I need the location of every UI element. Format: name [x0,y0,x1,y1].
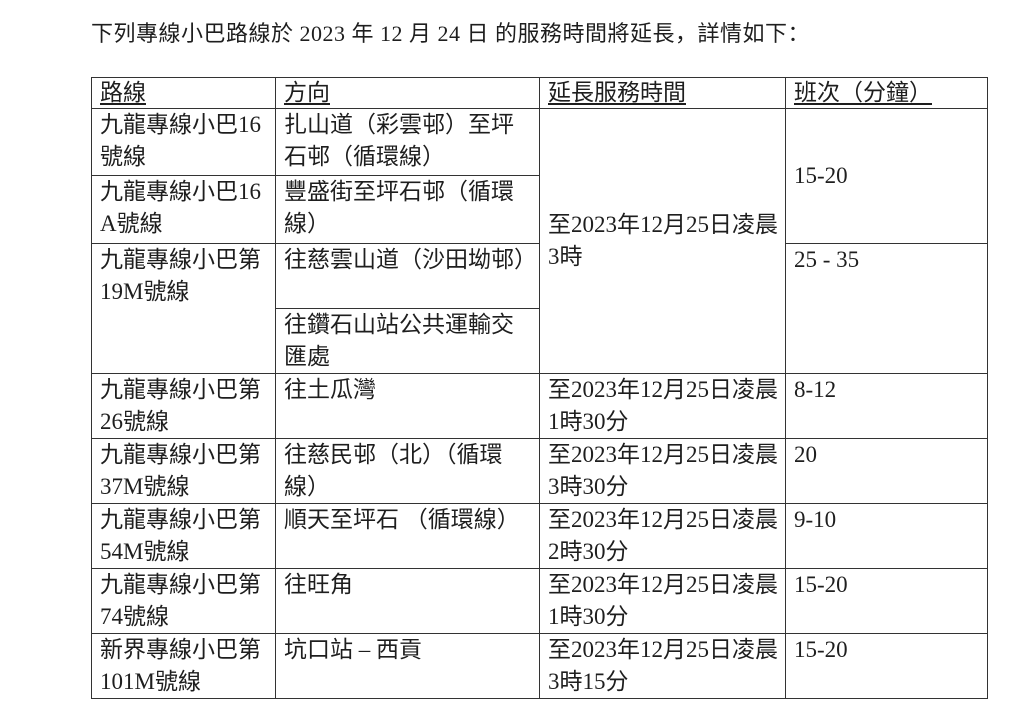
intro-text: 下列專線小巴路線於 2023 年 12 月 24 日 的服務時間將延長，詳情如下… [91,21,811,46]
route-cell: 九龍專線小巴第74號線 [91,568,276,634]
service-extension-table: 路線 方向 延長服務時間 班次（分鐘） 九龍專線小巴16號線 扎山道（彩雲邨）至… [91,77,988,699]
table-row: 九龍專線小巴16號線 扎山道（彩雲邨）至坪石邨（循環線） 至2023年12月25… [91,108,988,374]
route-cell: 九龍專線小巴第37M號線 [91,438,276,504]
frequency-cell: 15-20 [785,568,988,634]
header-direction: 方向 [284,80,330,105]
time-cell: 至2023年12月25日凌晨3時15分 [539,633,786,699]
table-row: 新界專線小巴第101M號線 坑口站 – 西貢 至2023年12月25日凌晨3時1… [91,633,988,699]
header-route: 路線 [100,80,146,105]
time-cell: 至2023年12月25日凌晨2時30分 [539,503,786,569]
direction-cell: 扎山道（彩雲邨）至坪石邨（循環線） [275,108,540,176]
frequency-cell: 15-20 [785,633,988,699]
frequency-cell: 20 [785,438,988,504]
header-frequency: 班次（分鐘） [794,80,932,105]
route-cell: 九龍專線小巴第19M號線 [91,243,276,374]
direction-cell: 往旺角 [275,568,540,634]
direction-cell: 往鑽石山站公共運輸交匯處 [275,308,540,374]
time-cell: 至2023年12月25日凌晨3時30分 [539,438,786,504]
frequency-cell: 8-12 [785,373,988,439]
table-row: 九龍專線小巴第74號線 往旺角 至2023年12月25日凌晨1時30分 15-2… [91,568,988,634]
table-header-row: 路線 方向 延長服務時間 班次（分鐘） [91,77,988,109]
route-cell: 九龍專線小巴第54M號線 [91,503,276,569]
direction-cell: 往土瓜灣 [275,373,540,439]
table-row: 九龍專線小巴第37M號線 往慈民邨（北）（循環線） 至2023年12月25日凌晨… [91,438,988,504]
route-cell: 九龍專線小巴第26號線 [91,373,276,439]
direction-cell: 往慈雲山道（沙田坳邨） [275,243,540,309]
route-cell: 九龍專線小巴16號線 [91,108,276,176]
table-row: 九龍專線小巴第26號線 往土瓜灣 至2023年12月25日凌晨1時30分 8-1… [91,373,988,439]
direction-cell: 順天至坪石 （循環線） [275,503,540,569]
direction-cell: 往慈民邨（北）（循環線） [275,438,540,504]
time-cell: 至2023年12月25日凌晨1時30分 [539,568,786,634]
header-extended-time: 延長服務時間 [548,80,686,105]
table-row: 九龍專線小巴第54M號線 順天至坪石 （循環線） 至2023年12月25日凌晨2… [91,503,988,569]
table-row: 往鑽石山站公共運輸交匯處 [92,308,988,374]
route-cell: 九龍專線小巴16A號線 [91,175,276,244]
table-row: 九龍專線小巴第19M號線 往慈雲山道（沙田坳邨） 25 - 35 [91,243,988,374]
time-cell: 至2023年12月25日凌晨3時 [539,108,786,374]
time-cell: 至2023年12月25日凌晨1時30分 [539,373,786,439]
direction-cell: 坑口站 – 西貢 [275,633,540,699]
frequency-cell: 15-20 [785,108,988,244]
route-cell: 新界專線小巴第101M號線 [91,633,276,699]
direction-cell: 豐盛街至坪石邨（循環線） [275,175,540,244]
frequency-cell: 25 - 35 [785,243,988,374]
frequency-cell: 9-10 [785,503,988,569]
